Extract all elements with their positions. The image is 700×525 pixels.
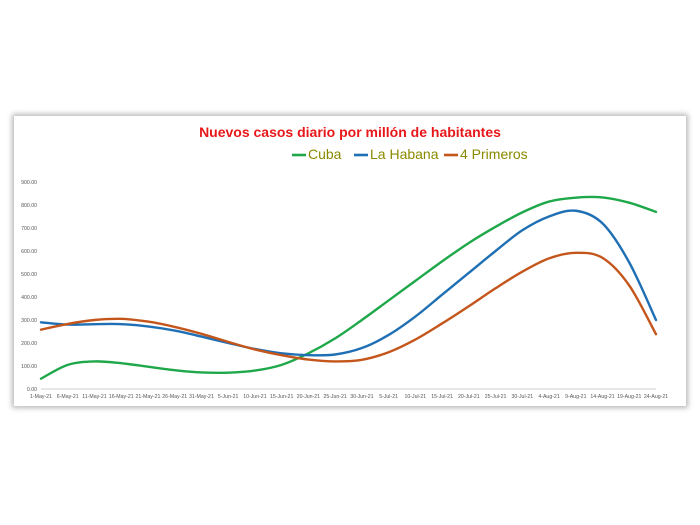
y-tick-label: 400.00: [21, 295, 37, 301]
x-tick-label: 5-Jul-21: [379, 394, 398, 400]
x-tick-label: 19-Aug-21: [617, 394, 641, 400]
y-tick-label: 100.00: [21, 364, 37, 370]
x-tick-label: 5-Jun-21: [218, 394, 239, 400]
y-tick-label: 600.00: [21, 249, 37, 255]
x-tick-label: 20-Jul-21: [458, 394, 480, 400]
legend-label-la-habana: La Habana: [370, 146, 439, 162]
x-tick-label: 11-May-21: [82, 394, 107, 400]
y-tick-label: 900.00: [21, 180, 37, 186]
legend-label-cuba: Cuba: [308, 146, 342, 162]
y-tick-label: 300.00: [21, 318, 37, 324]
series-line-la-habana: [39, 209, 658, 357]
x-tick-label: 1-May-21: [30, 394, 52, 400]
x-tick-label: 25-Jun-21: [323, 394, 346, 400]
x-tick-label: 30-Jul-21: [511, 394, 533, 400]
x-tick-label: 9-Aug-21: [565, 394, 586, 400]
x-tick-label: 26-May-21: [162, 394, 187, 400]
x-tick-label: 31-May-21: [189, 394, 214, 400]
x-tick-label: 10-Jun-21: [243, 394, 266, 400]
legend-label-4-primeros: 4 Primeros: [460, 146, 528, 162]
y-tick-label: 500.00: [21, 272, 37, 278]
x-tick-label: 25-Jul-21: [485, 394, 507, 400]
x-tick-label: 10-Jul-21: [405, 394, 427, 400]
x-tick-label: 15-Jun-21: [270, 394, 293, 400]
series-line-cuba: [39, 195, 658, 380]
x-tick-label: 4-Aug-21: [538, 394, 559, 400]
series-line-4-primeros: [39, 251, 658, 363]
x-tick-label: 6-May-21: [57, 394, 79, 400]
x-tick-label: 20-Jun-21: [297, 394, 320, 400]
y-tick-label: 700.00: [21, 226, 37, 232]
x-tick-label: 14-Aug-21: [590, 394, 614, 400]
x-tick-label: 15-Jul-21: [431, 394, 453, 400]
x-tick-label: 24-Aug-21: [644, 394, 668, 400]
chart-frame: Nuevos casos diario por millón de habita…: [14, 116, 686, 406]
chart-title: Nuevos casos diario por millón de habita…: [199, 124, 501, 140]
y-tick-label: 200.00: [21, 341, 37, 347]
line-chart: 0.00 100.00 200.00 300.00 400.00 500.00 600.00…: [21, 146, 668, 400]
y-tick-label: 0.00: [27, 387, 37, 393]
x-tick-label: 21-May-21: [136, 394, 161, 400]
y-tick-label: 800.00: [21, 203, 37, 209]
x-tick-label: 16-May-21: [109, 394, 134, 400]
x-tick-label: 30-Jun-21: [350, 394, 373, 400]
